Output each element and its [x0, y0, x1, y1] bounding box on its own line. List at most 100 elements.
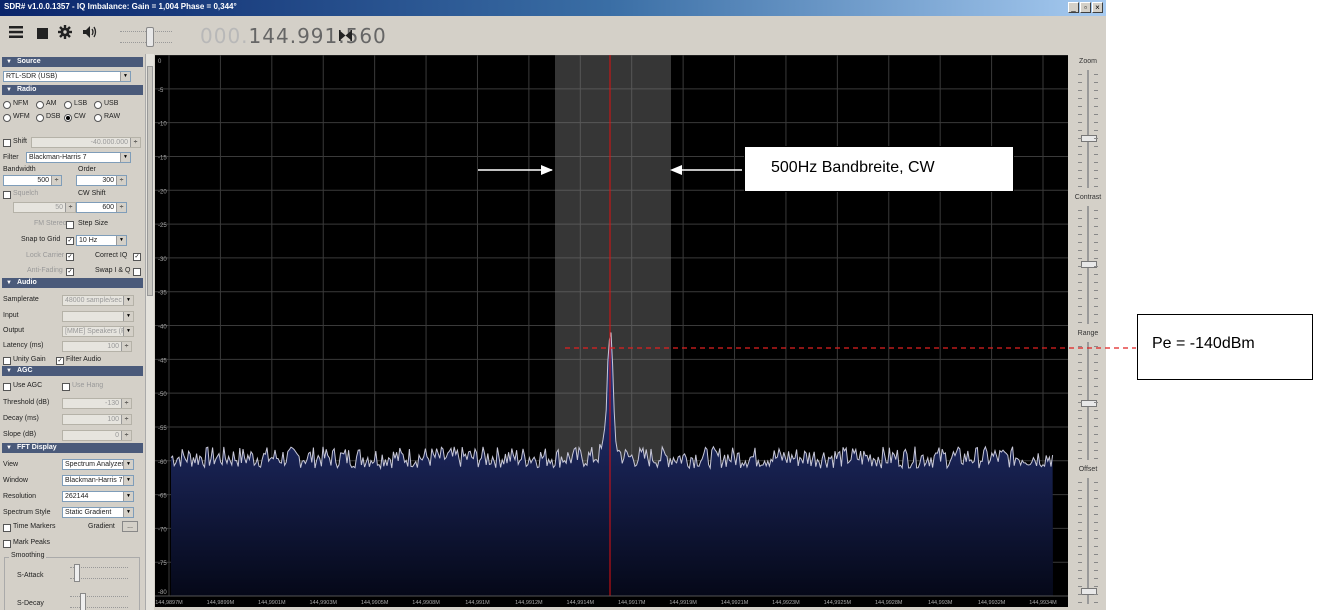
input-label: Input: [3, 312, 19, 319]
source-device-select[interactable]: RTL-SDR (USB): [3, 71, 131, 82]
slider-tick: [1078, 346, 1082, 347]
spectrum-style-label: Spectrum Style: [3, 509, 51, 516]
minimize-button[interactable]: _: [1068, 2, 1079, 13]
stop-icon[interactable]: [35, 25, 49, 45]
source-section-header[interactable]: ▼ Source: [2, 57, 143, 67]
filter-select[interactable]: Blackman-Harris 7: [26, 152, 131, 163]
volume-slider-thumb[interactable]: [146, 27, 154, 47]
resolution-select[interactable]: 262144: [62, 491, 134, 502]
tune-bowtie-icon[interactable]: [337, 27, 353, 47]
use-agc-label: Use AGC: [13, 382, 43, 389]
radio-mode-am[interactable]: [36, 101, 44, 109]
zoom-label: Zoom: [1079, 58, 1097, 65]
use-hang-checkbox[interactable]: [62, 383, 70, 391]
radio-mode-nfm[interactable]: [3, 101, 11, 109]
contrast-label: Contrast: [1074, 194, 1102, 201]
contrast-slider-thumb[interactable]: [1081, 261, 1097, 268]
spectrum-analyzer[interactable]: 0 -5 -10 -15 -20 -25 -30 -35 -40 -45 -50 -55 -60 -65 -…: [155, 54, 1068, 609]
frequency-display[interactable]: 000.144.991.560: [200, 24, 387, 48]
speaker-icon[interactable]: [82, 25, 100, 45]
close-button[interactable]: ×: [1092, 2, 1103, 13]
hamburger-menu-icon[interactable]: [8, 25, 24, 45]
volume-slider[interactable]: [120, 27, 172, 47]
slider-tick: [1094, 98, 1098, 99]
shift-checkbox[interactable]: [3, 139, 11, 147]
bandwidth-input[interactable]: 500: [3, 175, 62, 186]
snap-to-grid-checkbox[interactable]: ✓: [66, 237, 74, 245]
audio-section-header[interactable]: ▼ Audio: [2, 278, 143, 288]
x-tick-label: 144,9921M: [721, 600, 749, 606]
frequency-display-leading[interactable]: 000.: [200, 24, 249, 48]
panel-scrollbar-thumb[interactable]: [147, 66, 153, 296]
slider-tick: [1094, 346, 1098, 347]
slider-tick: [1078, 538, 1082, 539]
mode-usb-label: USB: [104, 100, 119, 107]
cw-shift-input[interactable]: 600: [76, 202, 127, 213]
resolution-label: Resolution: [3, 493, 37, 500]
unity-gain-checkbox[interactable]: [3, 357, 11, 365]
audio-output-select[interactable]: [MME] Speakers (Real...: [62, 326, 134, 337]
s-attack-slider[interactable]: [70, 564, 128, 582]
radio-mode-dsb[interactable]: [36, 114, 44, 122]
decay-input[interactable]: 100: [62, 414, 132, 425]
window-title: SDR# v1.0.0.1357 - IQ Imbalance: Gain = …: [4, 2, 237, 11]
order-input[interactable]: 300: [76, 175, 127, 186]
agc-section-header[interactable]: ▼ AGC: [2, 366, 143, 376]
slider-tick: [1078, 210, 1082, 211]
spectrum-plot[interactable]: 0 -5 -10 -15 -20 -25 -30 -35 -40 -45 -50 -55 -60 -65 -…: [155, 54, 1068, 607]
use-agc-checkbox[interactable]: [3, 383, 11, 391]
spectrum-style-select[interactable]: Static Gradient: [62, 507, 134, 518]
swap-iq-checkbox[interactable]: [133, 268, 141, 276]
audio-input-select[interactable]: [62, 311, 134, 322]
filter-audio-checkbox[interactable]: ✓: [56, 357, 64, 365]
gear-icon[interactable]: [57, 25, 73, 45]
radio-mode-usb[interactable]: [94, 101, 102, 109]
gradient-button[interactable]: ...: [122, 521, 138, 532]
slider-tick: [1078, 410, 1082, 411]
latency-input[interactable]: 100: [62, 341, 132, 352]
correct-iq-checkbox[interactable]: ✓: [133, 253, 141, 261]
radio-section-header[interactable]: ▼ Radio: [2, 85, 143, 95]
s-attack-thumb[interactable]: [74, 564, 80, 582]
frequency-display-value[interactable]: 144.991.560: [248, 24, 387, 48]
slider-tick: [1078, 274, 1082, 275]
offset-slider-thumb[interactable]: [1081, 588, 1097, 595]
slider-tick: [1094, 434, 1098, 435]
radio-mode-wfm[interactable]: [3, 114, 11, 122]
slider-tick: [1078, 394, 1082, 395]
time-markers-checkbox[interactable]: [3, 524, 11, 532]
maximize-button[interactable]: ▫: [1080, 2, 1091, 13]
slider-tick: [1078, 98, 1082, 99]
samplerate-select[interactable]: 48000 sample/sec: [62, 295, 134, 306]
lock-carrier-checkbox[interactable]: ✓: [66, 253, 74, 261]
offset-slider[interactable]: [1087, 478, 1089, 604]
slider-tick: [1094, 426, 1098, 427]
slider-tick: [1094, 290, 1098, 291]
fft-section-header[interactable]: ▼ FFT Display: [2, 443, 143, 453]
source-header-label: Source: [16, 58, 41, 65]
anti-fading-checkbox[interactable]: ✓: [66, 268, 74, 276]
slope-input[interactable]: 0: [62, 430, 132, 441]
shift-input[interactable]: -40.000.000: [31, 137, 141, 148]
radio-mode-cw[interactable]: [64, 114, 72, 122]
s-decay-slider[interactable]: [70, 593, 128, 610]
latency-label: Latency (ms): [3, 342, 44, 349]
radio-mode-raw[interactable]: [94, 114, 102, 122]
slider-tick: [1078, 378, 1082, 379]
step-size-select[interactable]: 10 Hz: [76, 235, 127, 246]
squelch-input[interactable]: 50: [13, 202, 76, 213]
radio-mode-lsb[interactable]: [64, 101, 72, 109]
mark-peaks-checkbox[interactable]: [3, 540, 11, 548]
view-select[interactable]: Spectrum Analyzer: [62, 459, 134, 470]
zoom-slider[interactable]: [1087, 70, 1089, 188]
y-tick-label: -45: [158, 358, 167, 364]
s-decay-thumb[interactable]: [80, 593, 86, 610]
slider-tick: [1078, 490, 1082, 491]
range-slider-thumb[interactable]: [1081, 400, 1097, 407]
fm-stereo-checkbox[interactable]: [66, 221, 74, 229]
panel-scrollbar[interactable]: [145, 54, 154, 610]
window-select[interactable]: Blackman-Harris 7: [62, 475, 134, 486]
slider-tick: [1078, 426, 1082, 427]
squelch-checkbox[interactable]: [3, 191, 11, 199]
threshold-input[interactable]: -130: [62, 398, 132, 409]
